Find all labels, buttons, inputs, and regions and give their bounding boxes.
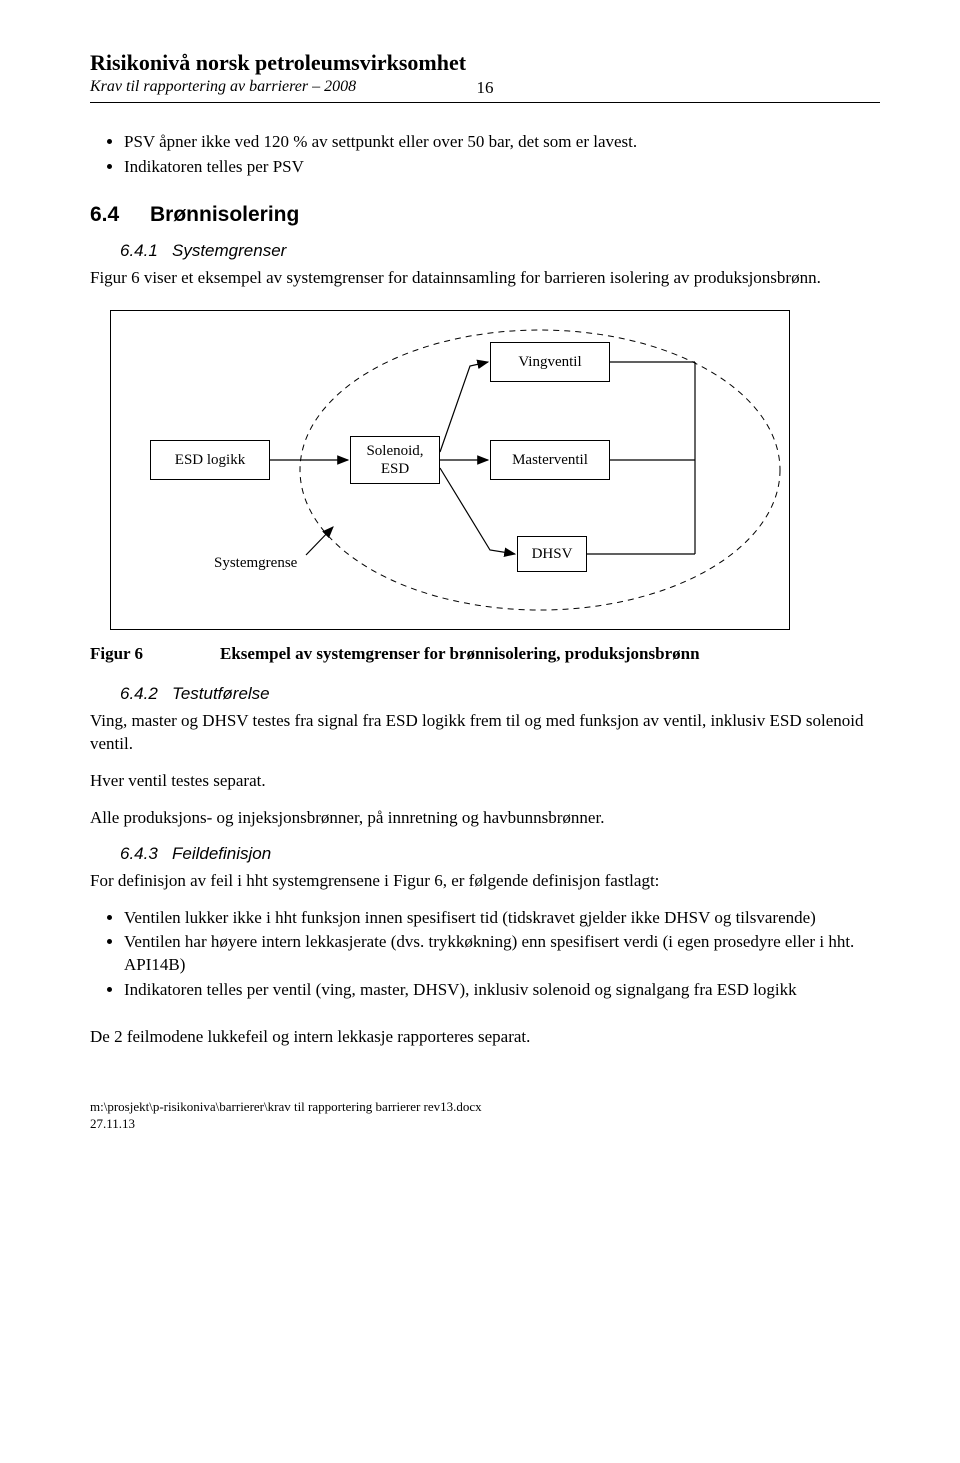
label-systemgrense: Systemgrense <box>214 554 297 572</box>
heading-text: Systemgrenser <box>172 241 286 260</box>
heading-number: 6.4.2 <box>120 684 172 704</box>
heading-text: Brønnisolering <box>150 203 299 226</box>
node-dhsv: DHSV <box>517 536 587 572</box>
heading-number: 6.4.3 <box>120 844 172 864</box>
header-title: Risikonivå norsk petroleumsvirksomhet <box>90 50 880 76</box>
list-item: Indikatoren telles per PSV <box>124 156 880 179</box>
arrow <box>440 468 515 554</box>
heading-6-4-1: 6.4.1Systemgrenser <box>120 241 880 261</box>
heading-6-4-3: 6.4.3Feildefinisjon <box>120 844 880 864</box>
top-bullet-list: PSV åpner ikke ved 120 % av settpunkt el… <box>90 131 880 179</box>
node-solenoid-esd: Solenoid, ESD <box>350 436 440 484</box>
arrow-systemgrense <box>306 527 333 555</box>
heading-6-4: 6.4Brønnisolering <box>90 203 880 227</box>
paragraph: De 2 feilmodene lukkefeil og intern lekk… <box>90 1026 880 1049</box>
node-vingventil: Vingventil <box>490 342 610 382</box>
paragraph: For definisjon av feil i hht systemgrens… <box>90 870 880 893</box>
paragraph: Figur 6 viser et eksempel av systemgrens… <box>90 267 880 290</box>
figure-label: Figur 6 <box>90 644 220 664</box>
heading-number: 6.4 <box>90 203 150 227</box>
figure-6-caption: Figur 6Eksempel av systemgrenser for brø… <box>90 644 880 664</box>
footer-path: m:\prosjekt\p-risikoniva\barrierer\krav … <box>90 1099 880 1116</box>
paragraph: Alle produksjons- og injeksjonsbrønner, … <box>90 807 880 830</box>
header-rule <box>90 102 880 103</box>
node-masterventil: Masterventil <box>490 440 610 480</box>
header: Risikonivå norsk petroleumsvirksomhet Kr… <box>90 50 880 103</box>
figure-caption-text: Eksempel av systemgrenser for brønnisole… <box>220 644 700 663</box>
list-item: Ventilen lukker ikke i hht funksjon inne… <box>124 907 880 930</box>
paragraph: Ving, master og DHSV testes fra signal f… <box>90 710 880 756</box>
heading-text: Feildefinisjon <box>172 844 271 863</box>
page: Risikonivå norsk petroleumsvirksomhet Kr… <box>0 0 960 1173</box>
diagram-figure-6: Vingventil ESD logikk Solenoid, ESD Mast… <box>110 310 790 630</box>
bullet-list-643: Ventilen lukker ikke i hht funksjon inne… <box>90 907 880 1003</box>
footer-date: 27.11.13 <box>90 1116 880 1133</box>
heading-number: 6.4.1 <box>120 241 172 261</box>
footer: m:\prosjekt\p-risikoniva\barrierer\krav … <box>90 1099 880 1133</box>
heading-6-4-2: 6.4.2Testutførelse <box>120 684 880 704</box>
list-item: Ventilen har høyere intern lekkasjerate … <box>124 931 880 977</box>
list-item: Indikatoren telles per ventil (ving, mas… <box>124 979 880 1002</box>
paragraph: Hver ventil testes separat. <box>90 770 880 793</box>
heading-text: Testutførelse <box>172 684 270 703</box>
list-item: PSV åpner ikke ved 120 % av settpunkt el… <box>124 131 880 154</box>
arrow <box>440 362 488 452</box>
node-esd-logikk: ESD logikk <box>150 440 270 480</box>
